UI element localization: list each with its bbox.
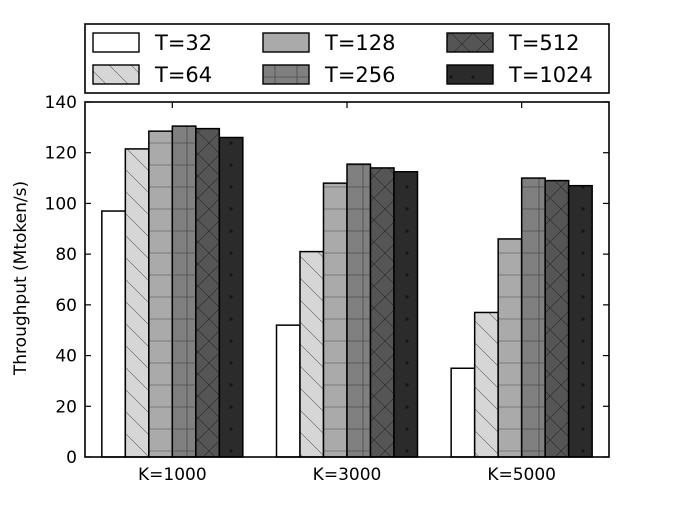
legend-label: T=512 <box>508 31 580 55</box>
bar-t-256-k-3000 <box>346 163 372 458</box>
legend-label: T=128 <box>324 31 396 55</box>
y-tick-label: 20 <box>55 397 77 417</box>
bar-t-64-k-5000 <box>473 311 499 458</box>
bar-t-1024-k-5000 <box>567 184 593 458</box>
y-tick-label: 0 <box>66 448 77 468</box>
bar-t-1024-k-1000 <box>218 136 244 458</box>
legend-box <box>84 23 610 94</box>
y-tick-label: 140 <box>45 93 77 113</box>
x-tick-label: K=5000 <box>487 465 556 485</box>
bar-t-512-k-5000 <box>544 179 570 458</box>
legend-swatch <box>446 32 494 53</box>
bar-t-128-k-3000 <box>322 182 348 458</box>
bars-layer <box>101 125 593 458</box>
legend-label: T=64 <box>154 63 212 87</box>
bar-t-256-k-1000 <box>171 125 197 458</box>
legend-label: T=1024 <box>508 63 593 87</box>
bar-t-512-k-3000 <box>369 167 395 458</box>
axes-layer: 0 20 40 60 80 100 120 140 K=1000 K=3000 K=5000 <box>45 93 610 485</box>
bar-t-32-k-1000 <box>101 210 127 458</box>
bar-t-64-k-1000 <box>124 148 150 458</box>
y-tick-label: 40 <box>55 347 77 367</box>
x-tick-label: K=1000 <box>138 465 207 485</box>
bar-t-32-k-3000 <box>275 324 301 458</box>
legend-swatch <box>92 64 140 85</box>
y-axis-label: Throughput (Mtoken/s) <box>11 181 31 376</box>
y-tick-label: 80 <box>55 245 77 265</box>
y-tick-label: 120 <box>45 144 77 164</box>
legend-swatch <box>262 64 310 85</box>
legend-swatch <box>92 32 140 53</box>
bar-t-32-k-5000 <box>450 367 476 458</box>
bar-t-256-k-5000 <box>520 177 546 458</box>
legend-swatch <box>262 32 310 53</box>
x-tick-label: K=3000 <box>313 465 382 485</box>
bar-t-512-k-1000 <box>195 127 221 458</box>
bar-t-1024-k-3000 <box>393 170 419 458</box>
bar-t-64-k-3000 <box>299 250 325 458</box>
legend-label: T=256 <box>324 63 396 87</box>
bar-t-128-k-5000 <box>497 238 523 458</box>
y-tick-label: 100 <box>45 194 77 214</box>
bar-t-128-k-1000 <box>148 130 174 458</box>
legend-label: T=32 <box>154 31 212 55</box>
y-tick-label: 60 <box>55 296 77 316</box>
legend: T=32 T=64 T=128 T=256 T=512 T=1024 <box>84 23 610 94</box>
legend-swatch <box>446 64 494 85</box>
